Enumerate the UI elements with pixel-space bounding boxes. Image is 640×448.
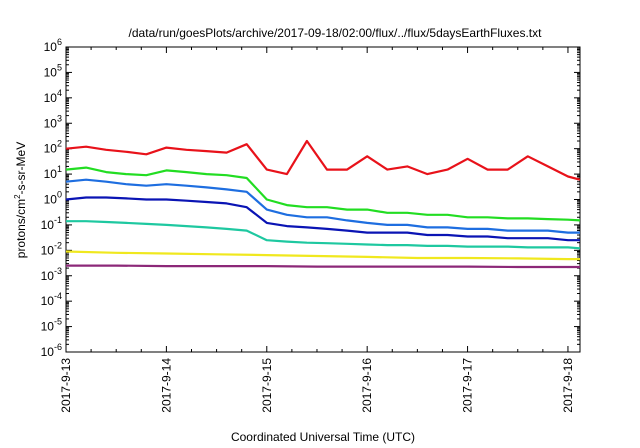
series-line-2 [65, 178, 580, 234]
y-tick-exponent: -6 [54, 342, 62, 352]
series-line-3 [65, 196, 580, 242]
y-tick-label: 10-5 [41, 317, 62, 334]
y-tick-exponent: -3 [54, 266, 62, 276]
y-tick-label: 10-2 [41, 240, 62, 257]
y-tick-base: 10 [41, 345, 55, 359]
y-axis-label-rest: -s-sr-MeV [14, 142, 28, 195]
y-tick-label: 102 [44, 139, 62, 156]
y-tick-base: 10 [41, 269, 55, 283]
y-axis-ticks: 10610510410310210110010-110-210-310-410-… [41, 37, 580, 359]
x-tick-label: 2017-9-13 [59, 358, 73, 413]
y-tick-exponent: -1 [54, 215, 62, 225]
y-tick-exponent: 2 [57, 139, 62, 149]
chart-title: /data/run/goesPlots/archive/2017-09-18/0… [129, 26, 543, 40]
y-tick-base: 10 [44, 193, 58, 207]
y-tick-exponent: 1 [57, 164, 62, 174]
y-axis-label: protons/cm2-s-sr-MeV [13, 142, 28, 258]
y-tick-exponent: 0 [57, 190, 62, 200]
y-tick-base: 10 [44, 65, 58, 79]
y-tick-base: 10 [41, 320, 55, 334]
y-tick-exponent: 5 [57, 62, 62, 72]
y-tick-base: 10 [41, 243, 55, 257]
x-tick-label: 2017-9-15 [260, 358, 274, 413]
y-tick-exponent: -2 [54, 240, 62, 250]
y-tick-exponent: 3 [57, 113, 62, 123]
y-tick-label: 104 [44, 88, 62, 105]
y-axis-label-base: protons/cm [14, 199, 28, 258]
series-line-6 [66, 264, 580, 269]
y-tick-base: 10 [41, 218, 55, 232]
x-tick-label: 2017-9-18 [561, 358, 575, 413]
x-tick-label: 2017-9-16 [360, 358, 374, 413]
y-tick-label: 101 [44, 164, 62, 181]
x-axis-ticks: 2017-9-13 2017-9-14 2017-9-15 2017-9-16 2017… [59, 47, 575, 413]
y-tick-base: 10 [41, 294, 55, 308]
y-tick-label: 10-4 [41, 291, 62, 308]
y-tick-exponent: -4 [54, 291, 62, 301]
y-tick-label: 106 [44, 37, 62, 54]
y-tick-label: 103 [44, 113, 62, 130]
x-tick-label: 2017-9-14 [159, 358, 173, 413]
y-tick-label: 10-1 [41, 215, 62, 232]
y-tick-label: 10-3 [41, 266, 62, 283]
y-tick-label: 105 [44, 62, 62, 79]
x-axis-label: Coordinated Universal Time (UTC) [231, 430, 415, 444]
y-tick-base: 10 [44, 116, 58, 130]
series-line-0 [65, 139, 581, 181]
y-tick-label: 10-6 [41, 342, 62, 359]
x-tick-label: 2017-9-17 [461, 358, 475, 413]
series-layer [65, 139, 581, 269]
y-tick-label: 100 [44, 190, 62, 207]
y-tick-exponent: -5 [54, 317, 62, 327]
y-tick-exponent: 6 [57, 37, 62, 47]
y-tick-base: 10 [44, 40, 58, 54]
y-tick-base: 10 [44, 91, 58, 105]
series-line-1 [65, 166, 581, 222]
y-axis-label-sup: 2 [13, 194, 22, 199]
y-tick-base: 10 [44, 142, 58, 156]
y-tick-exponent: 4 [57, 88, 62, 98]
series-line-4 [66, 220, 581, 250]
y-tick-base: 10 [44, 167, 58, 181]
series-line-5 [65, 250, 580, 261]
